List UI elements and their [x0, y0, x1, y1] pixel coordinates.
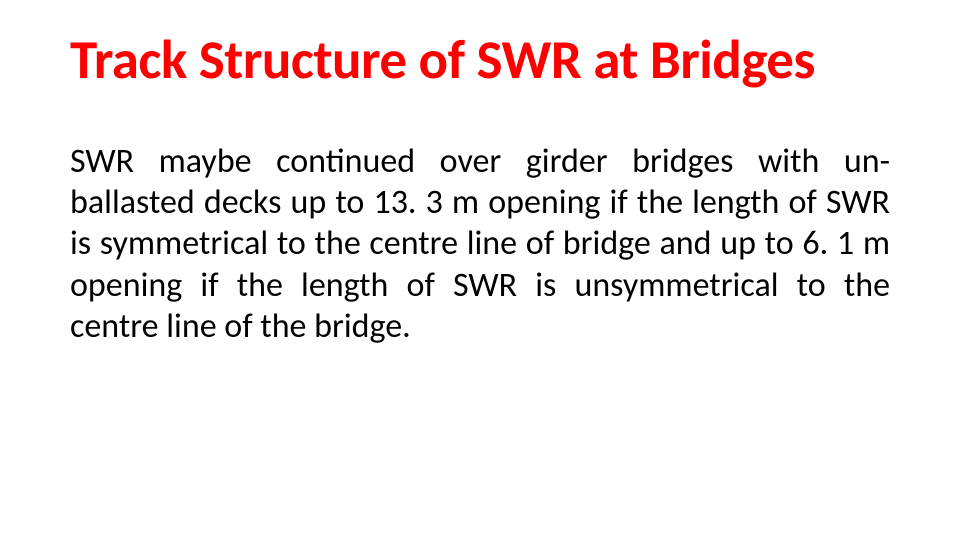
slide-body-text: SWR maybe continued over girder bridges … — [70, 141, 890, 348]
slide-container: Track Structure of SWR at Bridges SWR ma… — [0, 0, 960, 540]
slide-title: Track Structure of SWR at Bridges — [70, 30, 890, 91]
